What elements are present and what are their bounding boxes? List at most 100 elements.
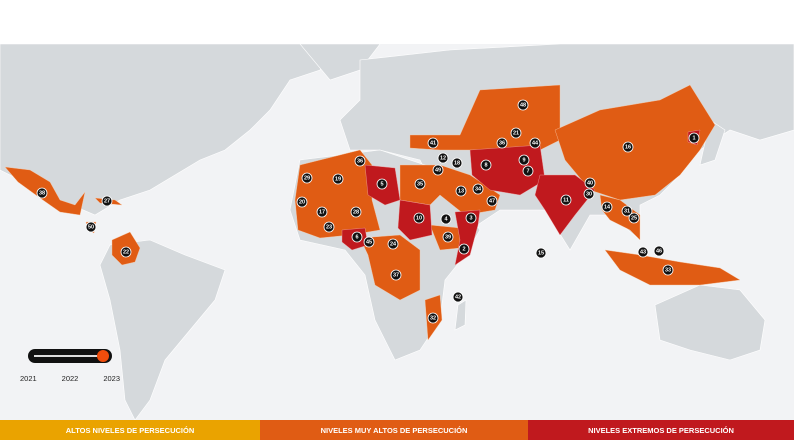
marker-dot xyxy=(351,231,363,243)
rank-marker[interactable]: 27 xyxy=(101,195,113,207)
slider-track[interactable] xyxy=(28,349,112,363)
rank-marker[interactable]: 25 xyxy=(628,212,640,224)
marker-rank: 33 xyxy=(665,267,671,273)
marker-dot xyxy=(442,231,454,243)
rank-marker[interactable]: 42 xyxy=(452,291,464,303)
marker-rank: 6 xyxy=(355,234,358,240)
rank-marker[interactable]: 3 xyxy=(465,212,477,224)
rank-marker[interactable]: 14 xyxy=(601,201,613,213)
rank-marker[interactable]: 5 xyxy=(376,178,388,190)
rank-marker[interactable]: 35 xyxy=(414,178,426,190)
marker-dot xyxy=(529,137,541,149)
rank-marker[interactable]: 45 xyxy=(363,236,375,248)
marker-dot xyxy=(653,245,665,257)
rank-marker[interactable]: 13 xyxy=(455,185,467,197)
marker-rank: 48 xyxy=(520,102,526,108)
slider-line xyxy=(34,355,102,357)
rank-marker[interactable]: 18 xyxy=(451,157,463,169)
rank-marker[interactable]: 46 xyxy=(653,245,665,257)
marker-dot xyxy=(458,243,470,255)
rank-marker[interactable]: 29 xyxy=(301,172,313,184)
marker-dot xyxy=(452,291,464,303)
japan xyxy=(699,119,726,166)
rank-marker[interactable]: 33 xyxy=(662,264,674,276)
marker-rank: 8 xyxy=(484,162,487,168)
marker-rank: 49 xyxy=(435,167,441,173)
rank-marker[interactable]: 41 xyxy=(427,137,439,149)
rank-marker[interactable]: 39 xyxy=(442,231,454,243)
marker-rank: 44 xyxy=(532,140,539,146)
rank-marker[interactable]: 9 xyxy=(518,154,530,166)
marker-dot xyxy=(437,152,449,164)
marker-dot xyxy=(350,206,362,218)
marker-rank: 38 xyxy=(39,190,45,196)
rank-marker[interactable]: 23 xyxy=(323,221,335,233)
year-2022[interactable]: 2022 xyxy=(61,374,79,383)
rank-marker[interactable]: 8 xyxy=(480,159,492,171)
marker-dot xyxy=(560,194,572,206)
year-2021[interactable]: 2021 xyxy=(20,374,37,383)
marker-dot xyxy=(584,177,596,189)
very-high-countries xyxy=(4,84,741,341)
rank-marker[interactable]: 15 xyxy=(535,247,547,259)
marker-rank: 28 xyxy=(353,209,359,215)
rank-marker[interactable]: 30 xyxy=(583,188,595,200)
rank-marker[interactable]: 40 xyxy=(584,177,596,189)
marker-dot xyxy=(621,205,633,217)
rank-marker[interactable]: 44 xyxy=(529,137,541,149)
rank-marker[interactable]: 11 xyxy=(560,194,572,206)
north-africa xyxy=(294,149,381,239)
central-africa xyxy=(359,234,421,301)
year-2023[interactable]: 2023 xyxy=(103,374,120,383)
marker-dot xyxy=(510,127,522,139)
rank-marker[interactable]: 2 xyxy=(458,243,470,255)
rank-marker[interactable]: 7 xyxy=(522,165,534,177)
rank-marker[interactable]: 20 xyxy=(296,196,308,208)
rank-marker[interactable]: 1 xyxy=(688,132,700,144)
rank-marker[interactable]: 16 xyxy=(622,141,634,153)
rank-marker[interactable]: 19 xyxy=(332,173,344,185)
rank-marker[interactable]: 24 xyxy=(387,238,399,250)
rank-marker[interactable]: 10 xyxy=(413,212,425,224)
marker-dot xyxy=(522,165,534,177)
rank-marker[interactable]: 4 xyxy=(440,213,452,225)
marker-dot xyxy=(376,178,388,190)
year-slider[interactable]: 2021 2022 2023 xyxy=(20,346,120,386)
rank-marker[interactable]: 36 xyxy=(354,155,366,167)
rank-marker[interactable]: 49 xyxy=(432,164,444,176)
rank-marker[interactable]: 21 xyxy=(510,127,522,139)
rank-marker[interactable]: 6 xyxy=(351,231,363,243)
rank-marker[interactable]: 50 xyxy=(85,221,97,233)
rank-marker[interactable]: 37 xyxy=(390,269,402,281)
marker-rank: 36 xyxy=(499,140,505,146)
rank-marker[interactable]: 22 xyxy=(120,246,132,258)
marker-dot xyxy=(622,141,634,153)
rank-marker[interactable]: 43 xyxy=(637,246,649,258)
marker-rank: 42 xyxy=(455,294,461,300)
marker-dot xyxy=(472,183,484,195)
marker-dot xyxy=(413,212,425,224)
marker-rank: 27 xyxy=(104,198,110,204)
slider-handle[interactable] xyxy=(97,350,109,362)
marker-rank: 25 xyxy=(631,215,637,221)
rank-marker[interactable]: 47 xyxy=(486,195,498,207)
marker-dot xyxy=(316,206,328,218)
marker-rank: 21 xyxy=(513,130,519,136)
world-persecution-map[interactable]: 38 27 50 22 48 41 21 36 44 12 18 8 9 7 49 36 29 19 5 35 13 34… xyxy=(0,44,794,420)
rank-marker[interactable]: 28 xyxy=(350,206,362,218)
marker-rank: 23 xyxy=(326,224,332,230)
rank-marker[interactable]: 48 xyxy=(517,99,529,111)
marker-dot xyxy=(688,132,700,144)
marker-rank: 3 xyxy=(469,215,472,221)
rank-marker[interactable]: 17 xyxy=(316,206,328,218)
rank-marker[interactable]: 12 xyxy=(437,152,449,164)
rank-marker[interactable]: 36 xyxy=(496,137,508,149)
persecution-legend: ALTOS NIVELES DE PERSECUCIÓN NIVELES MUY… xyxy=(0,420,794,440)
rank-marker[interactable]: 38 xyxy=(36,187,48,199)
rank-marker[interactable]: 32 xyxy=(427,312,439,324)
rank-marker[interactable]: 34 xyxy=(472,183,484,195)
rank-marker[interactable]: 31 xyxy=(621,205,633,217)
marker-rank: 10 xyxy=(416,215,422,221)
marker-dot xyxy=(427,312,439,324)
